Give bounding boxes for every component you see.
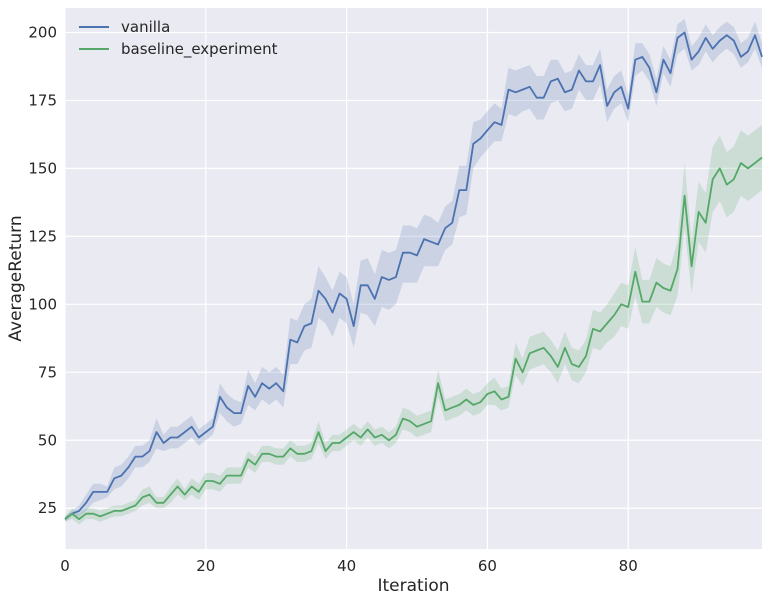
legend-label-vanilla: vanilla — [121, 18, 170, 36]
y-tick-label: 100 — [28, 295, 57, 313]
y-tick-label: 175 — [28, 91, 57, 109]
confidence-band-1 — [65, 124, 762, 525]
confidence-band-0 — [65, 18, 762, 522]
grid-lines — [64, 8, 762, 549]
x-tick-label: 60 — [478, 557, 497, 575]
series-line-1 — [64, 156, 763, 520]
series-line-0 — [64, 31, 763, 520]
plot-area — [65, 8, 762, 549]
x-tick-label: 0 — [60, 557, 70, 575]
x-tick-label: 40 — [337, 557, 356, 575]
y-axis-label: AverageReturn — [6, 215, 26, 341]
x-tick-label: 80 — [619, 557, 638, 575]
x-axis-label: Iteration — [377, 576, 449, 596]
x-tick-label: 20 — [196, 557, 215, 575]
y-tick-label: 50 — [38, 431, 57, 449]
confidence-bands — [65, 18, 762, 525]
y-tick-label: 150 — [28, 159, 57, 177]
series-lines — [64, 31, 763, 520]
y-tick-label: 125 — [28, 227, 57, 245]
axis-ticks: 0 20 40 60 80 25 50 75 100 125 150 175 200 — [28, 23, 637, 575]
y-tick-label: 25 — [38, 499, 57, 517]
legend: vanilla baseline_experiment — [79, 18, 278, 59]
legend-label-baseline-experiment: baseline_experiment — [121, 40, 278, 59]
y-tick-label: 200 — [28, 23, 57, 41]
y-tick-label: 75 — [38, 363, 57, 381]
